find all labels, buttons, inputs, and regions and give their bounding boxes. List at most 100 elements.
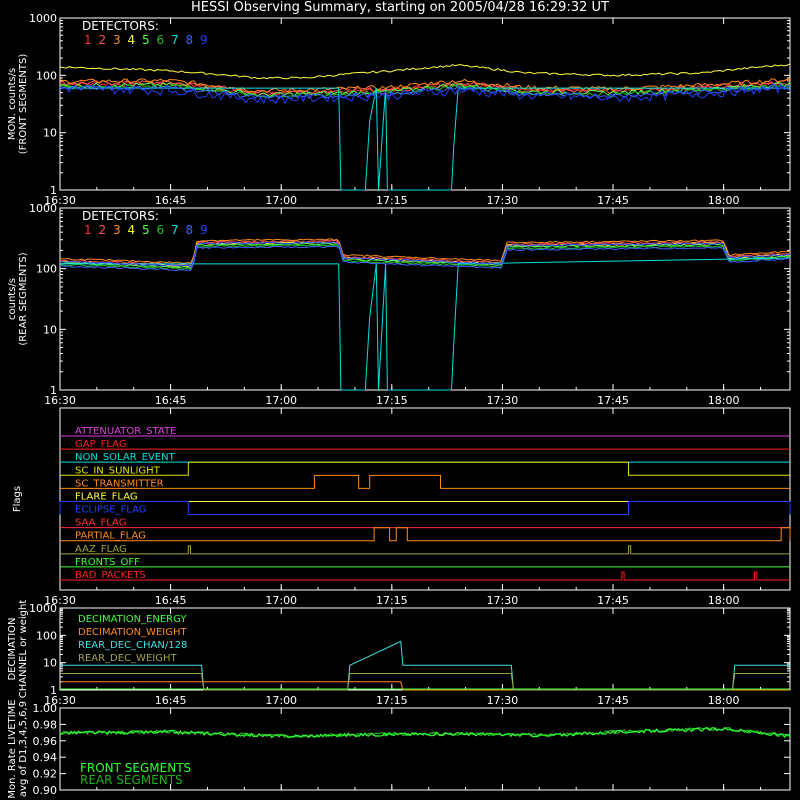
decimation-legend-2: REAR_DEC_CHAN/128	[78, 640, 187, 651]
flag-label-partial: PARTIAL_FLAG	[75, 531, 146, 542]
y-tick-label: 100	[36, 263, 57, 276]
detector-3-line	[59, 78, 791, 94]
legend-detector-6: 6	[157, 223, 165, 237]
detector-6-line	[59, 244, 791, 270]
legend-detector-3: 3	[113, 223, 121, 237]
panel-flags: 16:30 16:45 17:00 17:15 17:30 17:45 18:00 Flags…	[12, 407, 791, 607]
x-tick-label: 17:45	[597, 594, 629, 607]
detector-5-line	[60, 242, 791, 269]
legend-detector-2: 2	[99, 33, 107, 47]
y-axis-label: Mon. Rate LIVETIME	[7, 699, 18, 798]
plot-frame	[59, 17, 791, 191]
legend-detector-8: 8	[186, 223, 194, 237]
legend-detector-4: 4	[128, 223, 136, 237]
flag-line-eclipse	[59, 501, 791, 516]
detector-7-line	[60, 87, 790, 191]
x-tick-label: 17:15	[376, 594, 408, 607]
x-tick-label: 16:30	[44, 194, 76, 207]
x-tick-label: 17:30	[487, 594, 519, 607]
legend-detector-4: 4	[128, 33, 136, 47]
legend-detector-9: 9	[200, 33, 208, 47]
legend-detector-7: 7	[171, 223, 179, 237]
detector-9-line	[59, 241, 791, 268]
decimation-line-3	[60, 673, 790, 691]
livetime-legend-front: FRONT SEGMENTS	[80, 761, 191, 775]
legend-detector-1: 1	[84, 33, 92, 47]
x-tick-label: 17:45	[597, 694, 629, 707]
y-tick-label: 1.00	[33, 702, 58, 715]
y-tick-label: 1	[50, 384, 57, 397]
livetime-legend-rear: REAR SEGMENTS	[80, 773, 183, 787]
y-axis-label: Flags	[12, 486, 23, 512]
y-tick-label: 0.96	[33, 735, 58, 748]
legend-detector-5: 5	[142, 223, 150, 237]
legend-detector-1: 1	[84, 223, 92, 237]
flag-label-bad_packets: BAD_PACKETS	[75, 570, 146, 581]
x-tick-label: 18:00	[708, 394, 740, 407]
flag-label-fronts_off: FRONTS_OFF	[75, 557, 140, 568]
legend-detector-2: 2	[99, 223, 107, 237]
flag-line-aaz	[60, 545, 790, 555]
flag-label-attenuator: ATTENUATOR_STATE	[75, 426, 176, 437]
panel-rear: 1 10 100 1000 16:30 16:45 17:00 17:15 17:30 17:45…	[7, 202, 791, 407]
y-axis-label: (REAR SEGMENTS)	[18, 252, 29, 345]
flag-label-flare: FLARE_FLAG	[75, 491, 138, 502]
x-tick-label: 17:15	[376, 194, 408, 207]
x-tick-label: 17:15	[376, 694, 408, 707]
x-tick-label: 16:45	[155, 194, 187, 207]
y-tick-label: 0.92	[33, 768, 58, 781]
legend-detector-6: 6	[157, 33, 165, 47]
x-tick-label: 16:30	[44, 594, 76, 607]
x-tick-label: 17:45	[597, 194, 629, 207]
decimation-legend-1: DECIMATION_WEIGHT	[78, 627, 187, 638]
detector-7-line	[60, 257, 791, 391]
x-tick-label: 17:00	[265, 394, 297, 407]
x-tick-label: 16:45	[155, 394, 187, 407]
detector-9-line	[59, 83, 791, 105]
y-tick-label: 1000	[29, 12, 57, 25]
flag-line-partial	[60, 527, 791, 542]
y-tick-label: 0.90	[33, 784, 58, 797]
y-axis-label: counts/s	[7, 278, 18, 320]
plot-frame	[59, 707, 791, 791]
x-tick-label: 16:45	[155, 694, 187, 707]
x-tick-label: 18:00	[708, 694, 740, 707]
y-axis-label: MON. counts/s	[7, 68, 18, 140]
decimation-legend-3: REAR_DEC_WEIGHT	[78, 653, 177, 664]
y-tick-label: 10	[43, 323, 57, 336]
panel-decimation: 1 10 100 1000 16:30 16:45 17:00 17:15 17:30 17:45…	[7, 600, 791, 707]
legend-detector-3: 3	[113, 33, 121, 47]
flag-line-sunlight	[60, 461, 790, 476]
y-tick-label: 10	[43, 127, 57, 140]
y-axis-label: CHANNEL or weight	[18, 600, 29, 699]
x-tick-label: 17:00	[265, 694, 297, 707]
flag-label-saa: SAA_FLAG	[75, 518, 126, 529]
legend-detector-5: 5	[142, 33, 150, 47]
legend-detector-8: 8	[186, 33, 194, 47]
x-tick-label: 18:00	[708, 194, 740, 207]
flag-label-aaz: AAZ_FLAG	[75, 544, 127, 555]
x-tick-label: 17:30	[487, 694, 519, 707]
plot-frame	[59, 407, 791, 591]
y-tick-label: 10	[43, 657, 57, 670]
x-tick-label: 17:30	[487, 194, 519, 207]
detector-4-line	[59, 63, 791, 80]
x-tick-label: 17:15	[376, 394, 408, 407]
y-tick-label: 0.98	[33, 718, 58, 731]
legend-title: DETECTORS:	[82, 19, 159, 33]
y-tick-label: 100	[36, 629, 57, 642]
plot-frame	[59, 207, 791, 391]
x-tick-label: 17:30	[487, 394, 519, 407]
y-tick-label: 1	[50, 684, 57, 697]
detector-3-line	[59, 238, 791, 264]
y-tick-label: 0.94	[33, 751, 58, 764]
flag-line-transmitter	[60, 474, 790, 489]
y-tick-label: 1	[50, 184, 57, 197]
x-tick-label: 17:00	[265, 194, 297, 207]
legend-detector-9: 9	[200, 223, 208, 237]
flag-line-bad_packets	[60, 571, 790, 581]
livetime-line-1	[60, 727, 791, 739]
detector-8-line	[59, 245, 791, 272]
y-tick-label: 1000	[29, 202, 57, 215]
